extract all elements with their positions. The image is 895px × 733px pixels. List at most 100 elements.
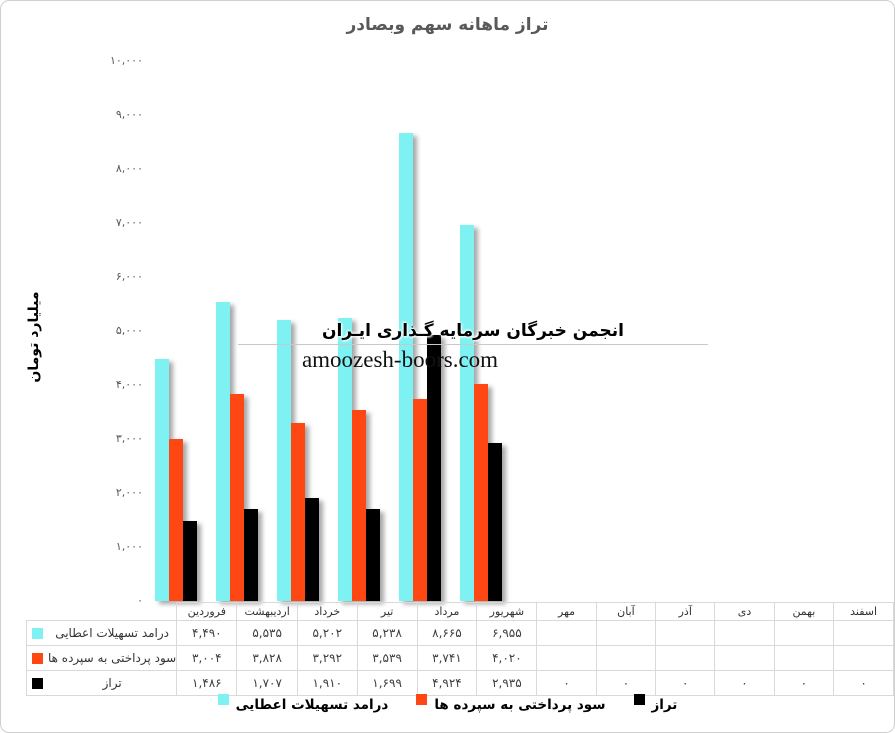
y-tick-label: ۹,۰۰۰ [115, 108, 143, 121]
month-header-cell: شهریور [476, 602, 538, 621]
bar-series1-month2 [216, 302, 231, 601]
value-cell: ۰ [536, 670, 597, 696]
value-cell: ۱,۷۰۷ [236, 670, 298, 696]
value-cell [833, 645, 894, 671]
bar-series2-month4 [352, 410, 367, 601]
bar-series3-month2 [244, 509, 259, 601]
value-cell: ۰ [773, 670, 835, 696]
y-tick-label: ۶,۰۰۰ [115, 270, 143, 283]
value-cell [655, 620, 716, 646]
legend-item-series1: درامد تسهیلات اعطایی [217, 693, 389, 713]
legend-label: درامد تسهیلات اعطایی [235, 697, 389, 713]
bar-series3-month5 [427, 335, 442, 601]
bar-series2-month3 [291, 423, 306, 601]
month-header-cell: تیر [356, 602, 418, 621]
month-header-cell: آذر [655, 602, 716, 621]
legend: درامد تسهیلات اعطایی سود پرداختی به سپرده… [1, 693, 894, 713]
table-row: تراز ۱,۴۸۶ ۱,۷۰۷ ۱,۹۱۰ ۱,۶۹۹ ۴,۹۲۴ ۲,۹۳۵ ۰ ۰ ۰ ۰ ۰ ۰ [25, 670, 894, 696]
table-corner-cell [27, 603, 177, 621]
y-tick-label: ۷,۰۰۰ [115, 216, 143, 229]
legend-key-icon [633, 694, 645, 705]
value-cell: ۰ [833, 670, 894, 696]
legend-item-series3: تراز [633, 693, 678, 713]
month-header-cell: آبان [595, 602, 657, 621]
series-name: درامد تسهیلات اعطایی [55, 626, 170, 640]
legend-key-icon [416, 694, 428, 705]
value-cell [714, 620, 775, 646]
y-axis-title: میلیارد تومان [26, 291, 42, 383]
watermark-text-en: amoozesh-boors.com [301, 347, 499, 372]
value-cell: ۰ [595, 670, 657, 696]
series-label-cell: تراز [25, 670, 178, 696]
data-table: فروردین اردیبهشت خرداد تیر مرداد شهریور مهر آبا… [25, 602, 894, 696]
legend-label: سود پرداختی به سپرده ها [434, 697, 606, 713]
bar-series1-month1 [155, 359, 169, 601]
value-cell: ۶,۹۵۵ [476, 620, 538, 646]
value-cell: ۸,۶۶۵ [416, 620, 478, 646]
bar-series1-month6 [460, 225, 475, 601]
bar-series3-month3 [305, 498, 320, 601]
value-cell [833, 620, 894, 646]
value-cell [536, 645, 597, 671]
value-cell: ۱,۴۸۶ [176, 670, 238, 696]
bar-series1-month3 [277, 320, 292, 601]
month-header-cell: اسفند [833, 602, 894, 621]
value-cell: ۵,۲۳۸ [356, 620, 418, 646]
y-tick-label: ۸,۰۰۰ [115, 162, 143, 175]
value-cell: ۰ [655, 670, 716, 696]
watermark-text-fa: انجمن خبرگان سرمایه گـذاری ایـران [322, 321, 624, 341]
legend-key-icon [217, 694, 229, 705]
y-tick-label: ۱,۰۰۰ [115, 540, 143, 553]
legend-label: تراز [651, 697, 678, 713]
value-cell: ۰ [714, 670, 775, 696]
value-cell [773, 620, 835, 646]
bar-series2-month2 [230, 394, 245, 601]
plot-area [149, 61, 882, 601]
value-cell: ۲,۹۳۵ [476, 670, 538, 696]
value-cell: ۱,۶۹۹ [356, 670, 418, 696]
series-label-cell: درامد تسهیلات اعطایی [25, 620, 178, 646]
value-cell: ۵,۵۳۵ [236, 620, 298, 646]
y-tick-label: ۱۰,۰۰۰ [109, 54, 143, 67]
bar-series3-month4 [366, 509, 381, 601]
month-header-cell: اردیبهشت [236, 602, 298, 621]
watermark-divider [238, 344, 708, 345]
series-swatch-icon [32, 677, 43, 689]
bar-series1-month4 [338, 318, 353, 601]
value-cell: ۳,۷۴۱ [416, 645, 478, 671]
value-cell: ۳,۰۰۴ [176, 645, 238, 671]
bar-series1-month5 [399, 133, 414, 601]
series-swatch-icon [32, 652, 43, 664]
series-name: سود پرداختی به سپرده ها [48, 651, 177, 665]
value-cell [773, 645, 835, 671]
value-cell: ۵,۲۰۲ [296, 620, 358, 646]
value-cell: ۴,۰۲۰ [476, 645, 538, 671]
month-header-cell: دی [714, 602, 775, 621]
legend-item-series2: سود پرداختی به سپرده ها [416, 693, 606, 713]
month-header-cell: فروردین [176, 602, 238, 621]
month-header-cell: خرداد [296, 602, 358, 621]
value-cell: ۴,۹۲۴ [416, 670, 478, 696]
value-cell [595, 645, 657, 671]
month-header-cell: مهر [536, 602, 597, 621]
y-tick-label: ۴,۰۰۰ [115, 378, 143, 391]
value-cell [536, 620, 597, 646]
bar-series2-month6 [474, 384, 489, 601]
month-header-cell: بهمن [773, 602, 835, 621]
value-cell [595, 620, 657, 646]
value-cell [655, 645, 716, 671]
table-row: سود پرداختی به سپرده ها ۳,۰۰۴ ۳,۸۲۸ ۳,۲۹۲ ۳,… [25, 645, 894, 671]
value-cell [714, 645, 775, 671]
watermark: انجمن خبرگان سرمایه گـذاری ایـران amooze… [238, 321, 708, 373]
month-header-cell: مرداد [416, 602, 478, 621]
bar-series2-month1 [169, 439, 183, 601]
bar-series3-month6 [488, 443, 503, 601]
series-label-cell: سود پرداختی به سپرده ها [25, 645, 178, 671]
y-tick-label: ۰ [137, 594, 143, 607]
table-row: درامد تسهیلات اعطایی ۴,۴۹۰ ۵,۵۳۵ ۵,۲۰۲ ۵,۲۳۸… [25, 620, 894, 646]
value-cell: ۱,۹۱۰ [296, 670, 358, 696]
y-tick-label: ۳,۰۰۰ [115, 432, 143, 445]
y-tick-label: ۲,۰۰۰ [115, 486, 143, 499]
value-cell: ۳,۵۳۹ [356, 645, 418, 671]
